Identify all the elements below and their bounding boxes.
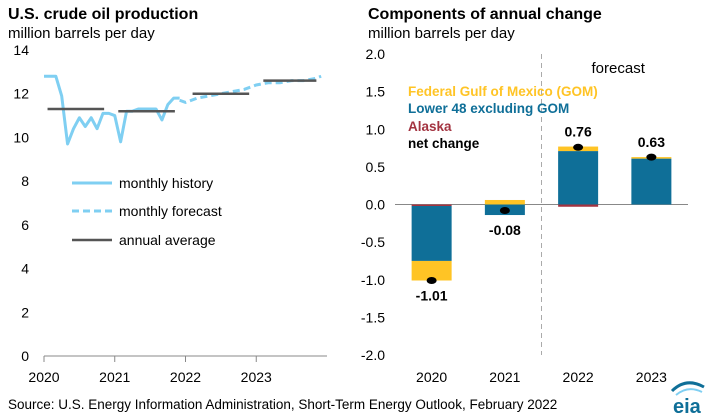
- right-x-tick-label: 2020: [416, 369, 447, 385]
- right-y-tick-label: 0.0: [366, 197, 386, 213]
- left-y-tick-label: 8: [21, 173, 29, 189]
- left-y-tick-label: 6: [21, 217, 29, 233]
- left-legend-label: annual average: [119, 232, 216, 248]
- net-change-marker: [646, 153, 657, 161]
- right-y-tick-label: -1.0: [361, 272, 385, 288]
- left-y-tick-label: 4: [21, 261, 29, 277]
- right-y-tick-label: 2.0: [366, 46, 386, 62]
- eia-logo-icon: eia: [670, 381, 705, 417]
- right-x-tick-label: 2022: [563, 369, 594, 385]
- net-change-label: -1.01: [416, 288, 448, 304]
- net-change-label: -0.08: [489, 222, 521, 238]
- source-note: Source: U.S. Energy Information Administ…: [8, 397, 558, 412]
- net-change-marker: [499, 207, 510, 215]
- right-legend-label: Alaska: [408, 119, 452, 134]
- left-y-tick-label: 10: [13, 129, 29, 145]
- net-change-label: 0.63: [638, 134, 665, 150]
- left-chart-subtitle: million barrels per day: [8, 25, 155, 42]
- right-chart-title: Components of annual change: [368, 6, 602, 23]
- left-legend-label: monthly history: [119, 175, 213, 191]
- gom-bar-segment: [484, 199, 525, 205]
- left-x-tick-label: 2023: [241, 369, 272, 385]
- left-x-tick-label: 2022: [170, 369, 201, 385]
- gom-bar-segment: [411, 260, 452, 281]
- logo-text: eia: [673, 396, 702, 417]
- right-legend-label: Lower 48 excluding GOM: [408, 101, 569, 116]
- left-x-tick-label: 2021: [99, 369, 130, 385]
- right-y-tick-label: -2.0: [361, 347, 385, 363]
- left-y-tick-label: 14: [13, 42, 29, 58]
- left-y-tick-label: 0: [21, 348, 29, 364]
- left-y-tick-label: 2: [21, 304, 29, 320]
- right-y-tick-label: 1.0: [366, 121, 386, 137]
- left-chart-title: U.S. crude oil production: [8, 6, 199, 23]
- net-change-marker: [426, 277, 437, 285]
- left-y-tick-label: 12: [13, 86, 29, 102]
- right-x-tick-label: 2023: [636, 369, 667, 385]
- right-y-tick-label: -1.5: [361, 309, 385, 325]
- lower48-bar-segment: [411, 206, 452, 261]
- left-legend-label: monthly forecast: [119, 203, 222, 219]
- lower48-bar-segment: [558, 151, 599, 205]
- right-y-tick-label: 1.5: [366, 84, 386, 100]
- lower48-bar-segment: [631, 158, 672, 205]
- forecast-label: forecast: [592, 60, 646, 77]
- alaska-bar-segment: [558, 204, 599, 207]
- right-chart-subtitle: million barrels per day: [368, 25, 515, 42]
- net-change-label: 0.76: [565, 124, 592, 140]
- right-y-tick-label: -0.5: [361, 234, 385, 250]
- right-y-tick-label: 0.5: [366, 159, 386, 175]
- right-legend-label: Federal Gulf of Mexico (GOM): [408, 84, 598, 99]
- left-x-tick-label: 2020: [28, 369, 59, 385]
- right-x-tick-label: 2021: [489, 369, 520, 385]
- net-change-marker: [573, 143, 584, 151]
- alaska-bar-segment: [411, 204, 452, 207]
- right-legend-label: net change: [408, 136, 480, 151]
